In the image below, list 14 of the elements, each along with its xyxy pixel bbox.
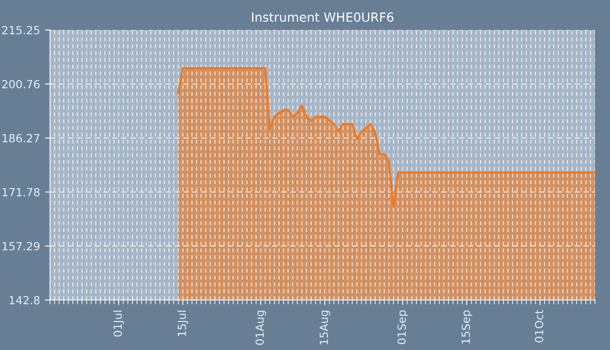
- y-tick-label: 215.25: [2, 26, 40, 34]
- y-tick-label: 186.27: [2, 134, 40, 142]
- x-tick-label: 01Sep: [397, 310, 408, 344]
- x-tick-label: 01Oct: [534, 310, 544, 342]
- y-tick-label: 157.29: [2, 242, 40, 250]
- x-tick-label: 01Aug: [255, 310, 266, 345]
- x-tick-label: 15Sep: [462, 310, 472, 344]
- x-tick-label: 01Jul: [113, 310, 124, 337]
- y-tick-label: 171.78: [2, 188, 40, 196]
- chart-title: Instrument WHE0URF6: [252, 12, 394, 22]
- x-tick-label: 15Aug: [320, 310, 330, 344]
- y-tick-label: 200.76: [2, 80, 40, 88]
- y-tick-label: 142.8: [10, 296, 40, 304]
- x-tick-label: 15Jul: [177, 310, 188, 336]
